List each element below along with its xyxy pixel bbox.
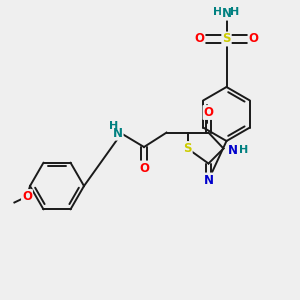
Text: O: O <box>248 32 259 46</box>
Text: S: S <box>183 142 192 155</box>
Text: H: H <box>239 145 248 155</box>
Text: N: N <box>221 7 232 20</box>
Text: H: H <box>110 121 118 131</box>
Text: N: N <box>203 173 214 187</box>
Text: O: O <box>194 32 205 46</box>
Text: N: N <box>113 127 123 140</box>
Text: O: O <box>203 106 214 119</box>
Text: H: H <box>230 7 239 17</box>
Text: N: N <box>228 143 238 157</box>
Text: H: H <box>214 7 223 17</box>
Text: S: S <box>222 32 231 46</box>
Text: O: O <box>22 190 32 203</box>
Text: O: O <box>139 161 149 175</box>
